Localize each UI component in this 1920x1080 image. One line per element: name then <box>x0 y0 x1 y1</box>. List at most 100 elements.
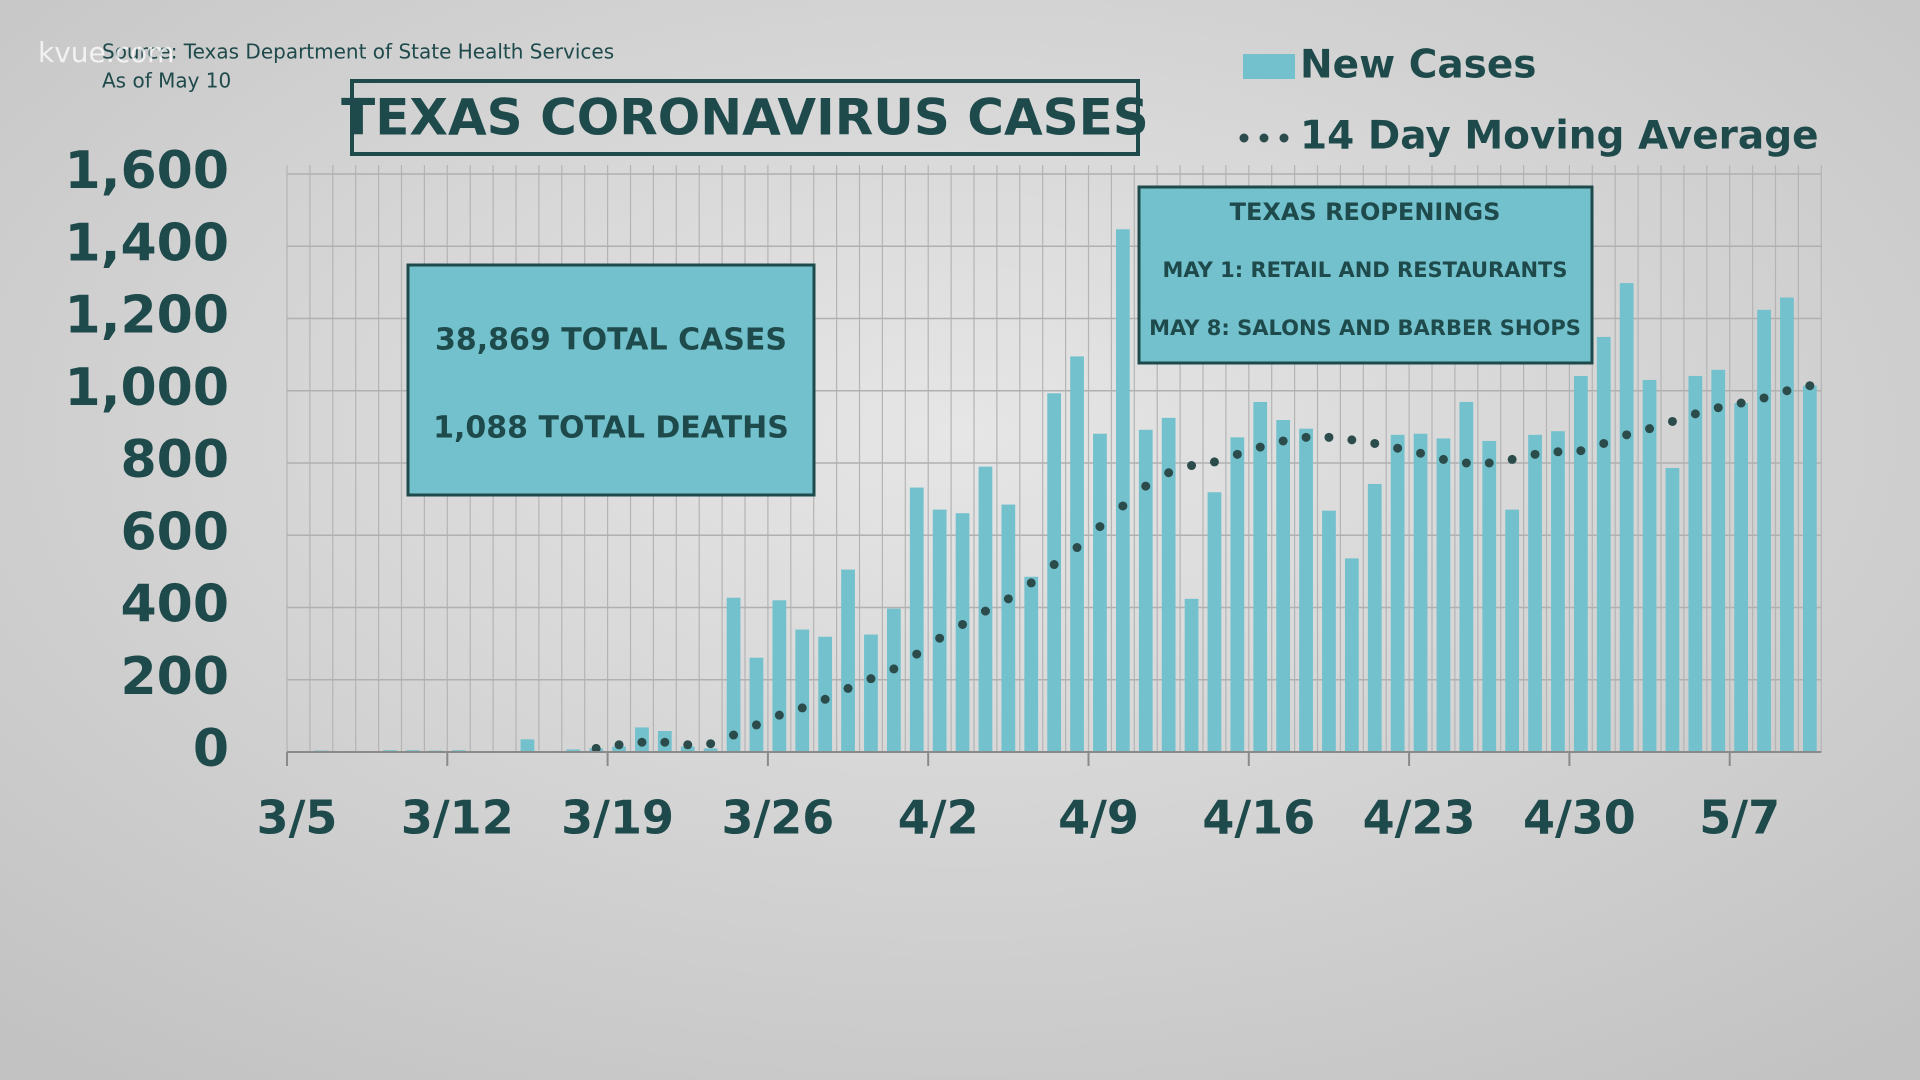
bar <box>1184 598 1199 752</box>
title-box <box>350 79 1140 156</box>
x-tick-label: 3/19 <box>561 791 674 845</box>
x-tick-label: 3/12 <box>401 791 514 845</box>
average-dot <box>1507 454 1517 464</box>
bar <box>1505 509 1520 752</box>
x-tick-label: 4/16 <box>1202 791 1315 845</box>
x-tick-label: 3/26 <box>721 791 834 845</box>
y-tick-label: 200 <box>120 647 229 707</box>
average-dot <box>706 739 716 749</box>
bar <box>1161 417 1176 752</box>
legend-label: New Cases <box>1300 43 1537 88</box>
total-deaths: 1,088 TOTAL DEATHS <box>433 411 789 446</box>
bar <box>932 509 947 752</box>
average-dot <box>1141 481 1151 491</box>
legend-dot <box>1239 133 1249 143</box>
average-dot <box>1805 381 1815 391</box>
watermark: kvue.com <box>38 36 174 69</box>
bar <box>1596 336 1611 752</box>
bar <box>955 513 970 752</box>
legend-dots <box>1239 133 1289 143</box>
bar <box>1688 375 1703 752</box>
average-dot <box>843 683 853 693</box>
source: Source: Texas Department of State Health… <box>102 40 614 64</box>
reopenings-title: TEXAS REOPENINGS <box>1230 198 1501 226</box>
average-dot <box>820 694 830 704</box>
average-dot <box>1324 432 1334 442</box>
average-dot <box>1095 522 1105 532</box>
average-dot <box>1736 398 1746 408</box>
x-tick-label: 4/9 <box>1058 791 1139 845</box>
bar <box>1711 369 1726 752</box>
bar <box>841 569 855 752</box>
average-dot <box>1622 430 1632 440</box>
bar <box>1001 504 1016 752</box>
bar <box>1047 393 1062 752</box>
x-tick-label: 4/23 <box>1363 791 1476 845</box>
average-dot <box>591 743 601 753</box>
bar <box>1802 385 1817 752</box>
bar <box>1230 437 1245 752</box>
average-dot <box>1347 435 1357 445</box>
bar <box>1482 440 1497 752</box>
bar <box>1551 431 1565 752</box>
reopening: MAY 1: RETAIL AND RESTAURANTS <box>1163 258 1568 282</box>
bar <box>1734 403 1749 752</box>
average-dot <box>1164 468 1174 478</box>
subtitle: As of May 10 <box>102 69 231 93</box>
bar <box>1024 576 1039 752</box>
average-dot <box>751 720 761 730</box>
bar <box>1367 483 1382 752</box>
average-dot <box>1232 449 1242 459</box>
bar <box>864 634 878 752</box>
average-dot <box>797 703 807 713</box>
y-tick-label: 1,200 <box>65 286 229 346</box>
average-dot <box>1690 409 1700 419</box>
bar <box>1619 283 1634 752</box>
bar <box>703 748 718 752</box>
y-tick-label: 400 <box>120 575 229 635</box>
bar <box>612 746 626 752</box>
average-dot <box>1667 416 1677 426</box>
average-dot <box>1049 560 1059 570</box>
average-dot <box>1782 386 1792 396</box>
y-tick-label: 1,000 <box>65 358 229 418</box>
average-dot <box>1599 438 1609 448</box>
bar <box>1253 401 1268 752</box>
bar <box>1207 492 1222 752</box>
average-dot <box>1530 449 1540 459</box>
bars <box>314 229 1817 753</box>
average-dot <box>912 649 922 659</box>
bar <box>1070 356 1084 752</box>
average-dot <box>1713 403 1723 413</box>
average-dot <box>1278 436 1288 446</box>
y-tick-label: 0 <box>193 719 229 779</box>
average-dot <box>683 740 693 750</box>
average-dot <box>1576 446 1586 456</box>
bar <box>749 657 764 752</box>
bar <box>1665 468 1680 752</box>
y-tick-label: 1,600 <box>65 141 229 201</box>
bar <box>1390 434 1405 752</box>
bar <box>772 600 787 752</box>
average-dot <box>889 664 899 674</box>
bar <box>1413 433 1428 752</box>
average-dot <box>729 730 739 740</box>
average-dot <box>1484 458 1494 468</box>
y-tick-label: 600 <box>120 502 229 562</box>
bar <box>1322 510 1336 752</box>
average-dot <box>1438 454 1448 464</box>
bar <box>1459 401 1474 752</box>
average-dot <box>1209 457 1219 467</box>
average-dot <box>1026 578 1036 588</box>
legend-dot <box>1259 133 1269 143</box>
average-dot <box>1461 458 1471 468</box>
average-dot <box>1301 432 1311 442</box>
y-tick-label: 1,400 <box>65 213 229 273</box>
moving-average <box>591 381 1815 753</box>
axes: 0 200 400 600 800 1,000 1,200 1,400 1,600 3/5 3/12… <box>65 141 1822 845</box>
legend-dot <box>1279 133 1289 143</box>
average-dot <box>637 737 647 747</box>
average-dot <box>1072 543 1082 553</box>
reopenings-box <box>1137 185 1594 365</box>
legend-label: 14 Day Moving Average <box>1300 114 1819 159</box>
